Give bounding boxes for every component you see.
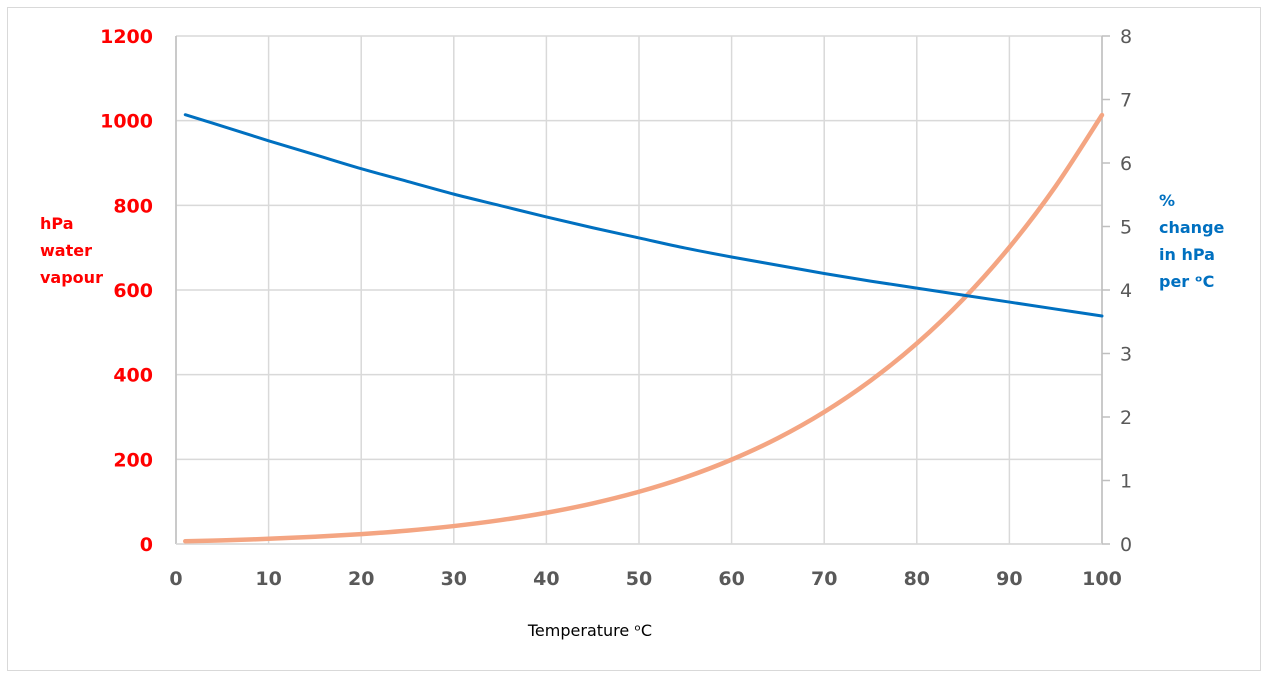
x-tick-label: 60 (718, 568, 744, 590)
left-y-tick-label: 600 (113, 280, 153, 302)
series (183, 112, 1105, 544)
right-axis-title-line: per ᵒC (1159, 272, 1214, 291)
x-tick-label: 90 (996, 568, 1022, 590)
right-y-tick-label: 7 (1120, 90, 1132, 112)
left-axis-title-line: hPa (40, 214, 73, 233)
right-axis-title: % change in hPa per ᵒC (1159, 191, 1225, 291)
right-y-tick-label: 3 (1120, 344, 1132, 366)
right-y-tick-label: 4 (1120, 280, 1132, 302)
x-tick-label: 40 (533, 568, 559, 590)
series-line-percent-change (183, 113, 1104, 318)
x-tick-label: 20 (348, 568, 374, 590)
right-axis-title-line: change (1159, 218, 1225, 237)
right-y-tick-label: 1 (1120, 471, 1132, 493)
left-axis-title-line: water (40, 241, 92, 260)
axes (175, 35, 1110, 545)
tick-labels: 0 10 20 30 40 50 60 70 80 90 100020040060080010001… (100, 26, 1132, 590)
x-tick-label: 80 (904, 568, 930, 590)
left-y-tick-label: 0 (140, 534, 153, 556)
chart-border (7, 7, 1261, 671)
series-line-hpa-water-vapour (183, 112, 1105, 544)
right-y-tick-label: 8 (1120, 26, 1132, 48)
x-tick-label: 70 (811, 568, 837, 590)
right-y-tick-label: 6 (1120, 153, 1132, 175)
left-y-tick-label: 800 (113, 195, 153, 217)
x-tick-label: 10 (255, 568, 281, 590)
left-y-tick-label: 1200 (100, 26, 153, 48)
x-tick-label: 50 (626, 568, 652, 590)
left-y-tick-label: 400 (113, 365, 153, 387)
left-axis-title: hPa water vapour (40, 214, 103, 287)
left-y-tick-label: 200 (113, 449, 153, 471)
left-axis-title-line: vapour (40, 268, 103, 287)
x-axis-title: Temperature ᵒC (527, 621, 652, 640)
x-tick-label: 0 (169, 568, 182, 590)
right-axis-title-line: in hPa (1159, 245, 1215, 264)
x-tick-label: 30 (441, 568, 467, 590)
right-y-tick-label: 2 (1120, 407, 1132, 429)
right-y-tick-label: 0 (1120, 534, 1132, 556)
left-y-tick-label: 1000 (100, 111, 153, 133)
right-y-tick-label: 5 (1120, 217, 1132, 239)
right-axis-title-line: % (1159, 191, 1175, 210)
x-tick-label: 100 (1082, 568, 1122, 590)
